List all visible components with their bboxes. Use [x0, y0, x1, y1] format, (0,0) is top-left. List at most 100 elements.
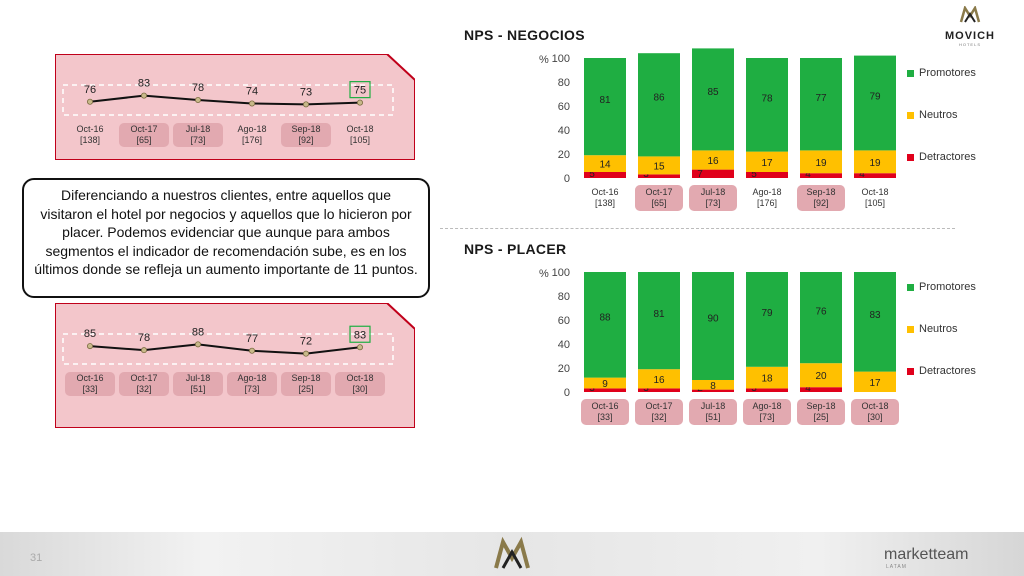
bar-segment-neutros — [638, 156, 680, 175]
y-tick-label: 80 — [558, 77, 570, 89]
data-label: 78 — [761, 93, 773, 104]
x-tick-label: Sep-18 [25] — [797, 399, 845, 425]
x-tick-label: Ago-18 [73] — [227, 372, 277, 396]
bar-segment-promotores — [638, 53, 680, 157]
x-count: [176] — [241, 135, 263, 145]
data-label: 16 — [707, 156, 719, 167]
bar-segment-neutros — [638, 369, 680, 389]
bar-segment-neutros — [692, 150, 734, 170]
bar-segment-detractores — [584, 388, 626, 392]
legend-label: Neutros — [919, 109, 958, 121]
line-series — [89, 343, 361, 355]
y-tick-label: 20 — [558, 363, 570, 375]
line-value-label: 72 — [300, 336, 312, 348]
bar-segment-promotores — [854, 55, 896, 151]
x-category: Sep-18 — [291, 373, 321, 383]
footer-bar: 31 marketteam LATAM — [0, 532, 1024, 576]
highlight-box — [349, 81, 371, 99]
x-tick-label: Oct-16 [138] — [65, 123, 115, 147]
bar-segment-neutros — [746, 366, 788, 389]
bar-segment-neutros — [584, 377, 626, 389]
x-count: [65] — [136, 135, 152, 145]
legend-swatch — [907, 154, 914, 161]
x-category: Oct-17 — [130, 124, 158, 134]
bar-segment-neutros — [800, 150, 842, 174]
data-label: 17 — [761, 158, 773, 169]
bar-segment-detractores — [854, 173, 896, 178]
x-count: [33] — [82, 384, 98, 394]
x-count: [33] — [597, 412, 613, 422]
line-panel-placer: 85 78 88 77 72 83 Oct-16 [33] Oct-17 [32] Jul-18 [5… — [54, 302, 416, 429]
data-label: 3 — [643, 169, 649, 180]
legend-label: Promotores — [919, 281, 976, 293]
x-count: [73] — [190, 135, 206, 145]
bar-segment-promotores — [746, 272, 788, 367]
movich-logo: MOVICH HOTELS — [940, 4, 1000, 47]
x-count: [138] — [594, 198, 616, 208]
bar-segment-neutros — [692, 380, 734, 390]
data-label: 19 — [869, 158, 881, 169]
x-category: Oct-18 — [346, 373, 374, 383]
line-value-label: 75 — [354, 85, 366, 97]
logo-mark-icon — [959, 4, 981, 23]
x-tick-label: Jul-18 [51] — [173, 372, 223, 396]
x-category: Ago-18 — [752, 401, 782, 411]
y-tick-label: 60 — [558, 315, 570, 327]
bar-segment-detractores — [746, 172, 788, 178]
data-label: 79 — [761, 308, 773, 319]
section-divider — [440, 228, 955, 229]
x-category: Oct-17 — [130, 373, 158, 383]
bar-segment-promotores — [638, 272, 680, 370]
line-value-label: 83 — [354, 329, 366, 341]
y-tick-label: 0 — [564, 173, 570, 185]
bar-segment-promotores — [584, 58, 626, 156]
x-tick-label: Sep-18 [25] — [281, 372, 331, 396]
bar-segment-promotores — [692, 272, 734, 380]
line-marker — [141, 347, 148, 354]
legend-swatch — [907, 368, 914, 375]
x-tick-label: Oct-16 [33] — [581, 399, 629, 425]
x-count: [51] — [190, 384, 206, 394]
data-label: 81 — [653, 309, 665, 320]
line-marker — [194, 341, 201, 348]
line-marker — [87, 343, 94, 350]
x-tick-label: Jul-18 [73] — [173, 123, 223, 147]
data-label: 3 — [589, 383, 595, 394]
x-category: Jul-18 — [185, 373, 211, 383]
line-marker — [87, 98, 94, 105]
data-label: 15 — [653, 161, 665, 172]
y-axis-label: % — [539, 268, 549, 280]
panel-background — [54, 302, 416, 429]
legend-label: Promotores — [919, 67, 976, 79]
line-marker — [141, 92, 148, 99]
bar-segment-detractores — [638, 174, 680, 178]
line-value-label: 85 — [84, 328, 96, 340]
dashed-frame — [62, 84, 394, 116]
line-value-label: 74 — [246, 86, 258, 98]
x-tick-label: Ago-18 [176] — [743, 185, 791, 211]
x-count: [51] — [705, 412, 721, 422]
line-value-label: 73 — [300, 86, 312, 98]
x-category: Sep-18 — [806, 187, 836, 197]
x-category: Oct-18 — [861, 401, 889, 411]
bar-segment-promotores — [692, 48, 734, 151]
x-count: [73] — [705, 198, 721, 208]
y-tick-label: 100 — [552, 267, 570, 279]
x-category: Sep-18 — [806, 401, 836, 411]
x-category: Oct-17 — [645, 401, 673, 411]
x-category: Oct-16 — [591, 187, 619, 197]
data-label: 86 — [653, 93, 665, 104]
x-tick-label: Oct-17 [32] — [635, 399, 683, 425]
x-count: [65] — [651, 198, 667, 208]
bar-segment-detractores — [638, 388, 680, 392]
x-tick-label: Oct-17 [65] — [119, 123, 169, 147]
x-tick-label: Ago-18 [176] — [227, 123, 277, 147]
data-label: 81 — [599, 95, 611, 106]
bar-segment-neutros — [854, 150, 896, 174]
legend-swatch — [907, 70, 914, 77]
bar-segment-promotores — [854, 272, 896, 372]
y-tick-label: 0 — [564, 387, 570, 399]
x-count: [32] — [136, 384, 152, 394]
x-tick-label: Oct-18 [105] — [335, 123, 385, 147]
